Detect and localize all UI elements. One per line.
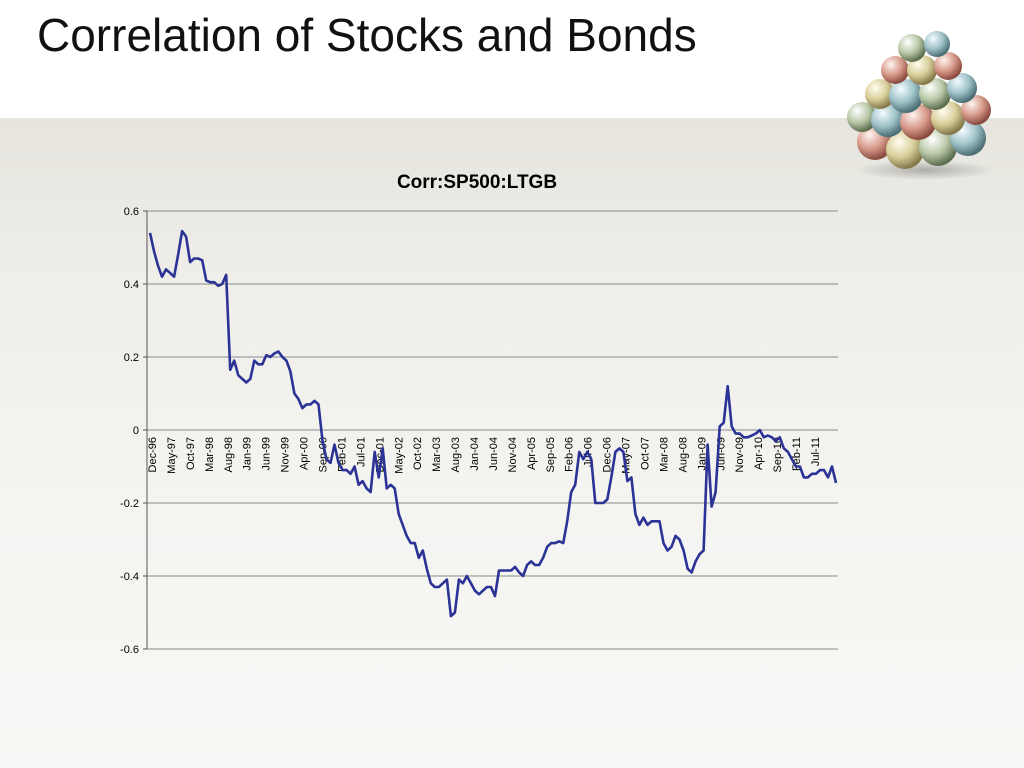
x-tick-label: Aug-08 (677, 437, 689, 472)
y-tick-label: 0.6 (124, 206, 139, 218)
x-tick-label: Nov-99 (280, 437, 292, 472)
x-tick-label: Dec-96 (147, 437, 159, 472)
y-tick-label: 0.4 (124, 279, 139, 291)
x-tick-label: Oct-97 (185, 437, 197, 470)
x-tick-label: Apr-00 (299, 437, 311, 470)
x-tick-label: Jan-04 (469, 437, 481, 471)
x-tick-label: Sep-10 (772, 437, 784, 472)
x-tick-label: Jan-99 (242, 437, 254, 471)
x-tick-label: Oct-02 (412, 437, 424, 470)
x-tick-label: Mar-98 (204, 437, 216, 472)
x-tick-label: Nov-04 (507, 437, 519, 472)
x-tick-label: Feb-01 (336, 437, 348, 472)
x-tick-label: May-02 (393, 437, 405, 474)
x-tick-label: Sep-05 (545, 437, 557, 472)
x-tick-label: Jul-11 (810, 437, 822, 466)
series-line (148, 229, 838, 618)
x-tick-label: Aug-98 (223, 437, 235, 472)
x-tick-label: May-07 (621, 437, 633, 474)
x-tick-label: Jun-04 (488, 437, 500, 471)
slide-background-band (0, 118, 1024, 768)
x-tick-label: Apr-05 (526, 437, 538, 470)
x-tick-label: Oct-07 (640, 437, 652, 470)
y-tick-label: -0.2 (120, 498, 139, 510)
x-tick-label: Apr-10 (753, 437, 765, 470)
x-tick-label: Mar-03 (431, 437, 443, 472)
y-tick-label: 0 (133, 425, 139, 437)
x-tick-label: Jun-99 (261, 437, 273, 471)
x-tick-label: Jul-01 (355, 437, 367, 467)
x-tick-label: Feb-06 (564, 437, 576, 472)
chart-title: Corr:SP500:LTGB (397, 172, 557, 193)
y-tick-label: -0.6 (120, 644, 139, 656)
x-tick-label: Aug-03 (450, 437, 462, 472)
x-tick-label: Dec-06 (602, 437, 614, 472)
slide-title: Correlation of Stocks and Bonds (37, 9, 697, 61)
money-balls-pyramid-icon (847, 31, 995, 180)
x-tick-label: Sep-00 (317, 437, 329, 472)
x-tick-label: Mar-08 (658, 437, 670, 472)
x-tick-label: May-97 (166, 437, 178, 474)
y-tick-label: -0.4 (120, 571, 139, 583)
x-tick-label: Nov-09 (734, 437, 746, 472)
y-tick-label: 0.2 (124, 352, 139, 364)
x-tick-label: Jan-09 (696, 437, 708, 471)
